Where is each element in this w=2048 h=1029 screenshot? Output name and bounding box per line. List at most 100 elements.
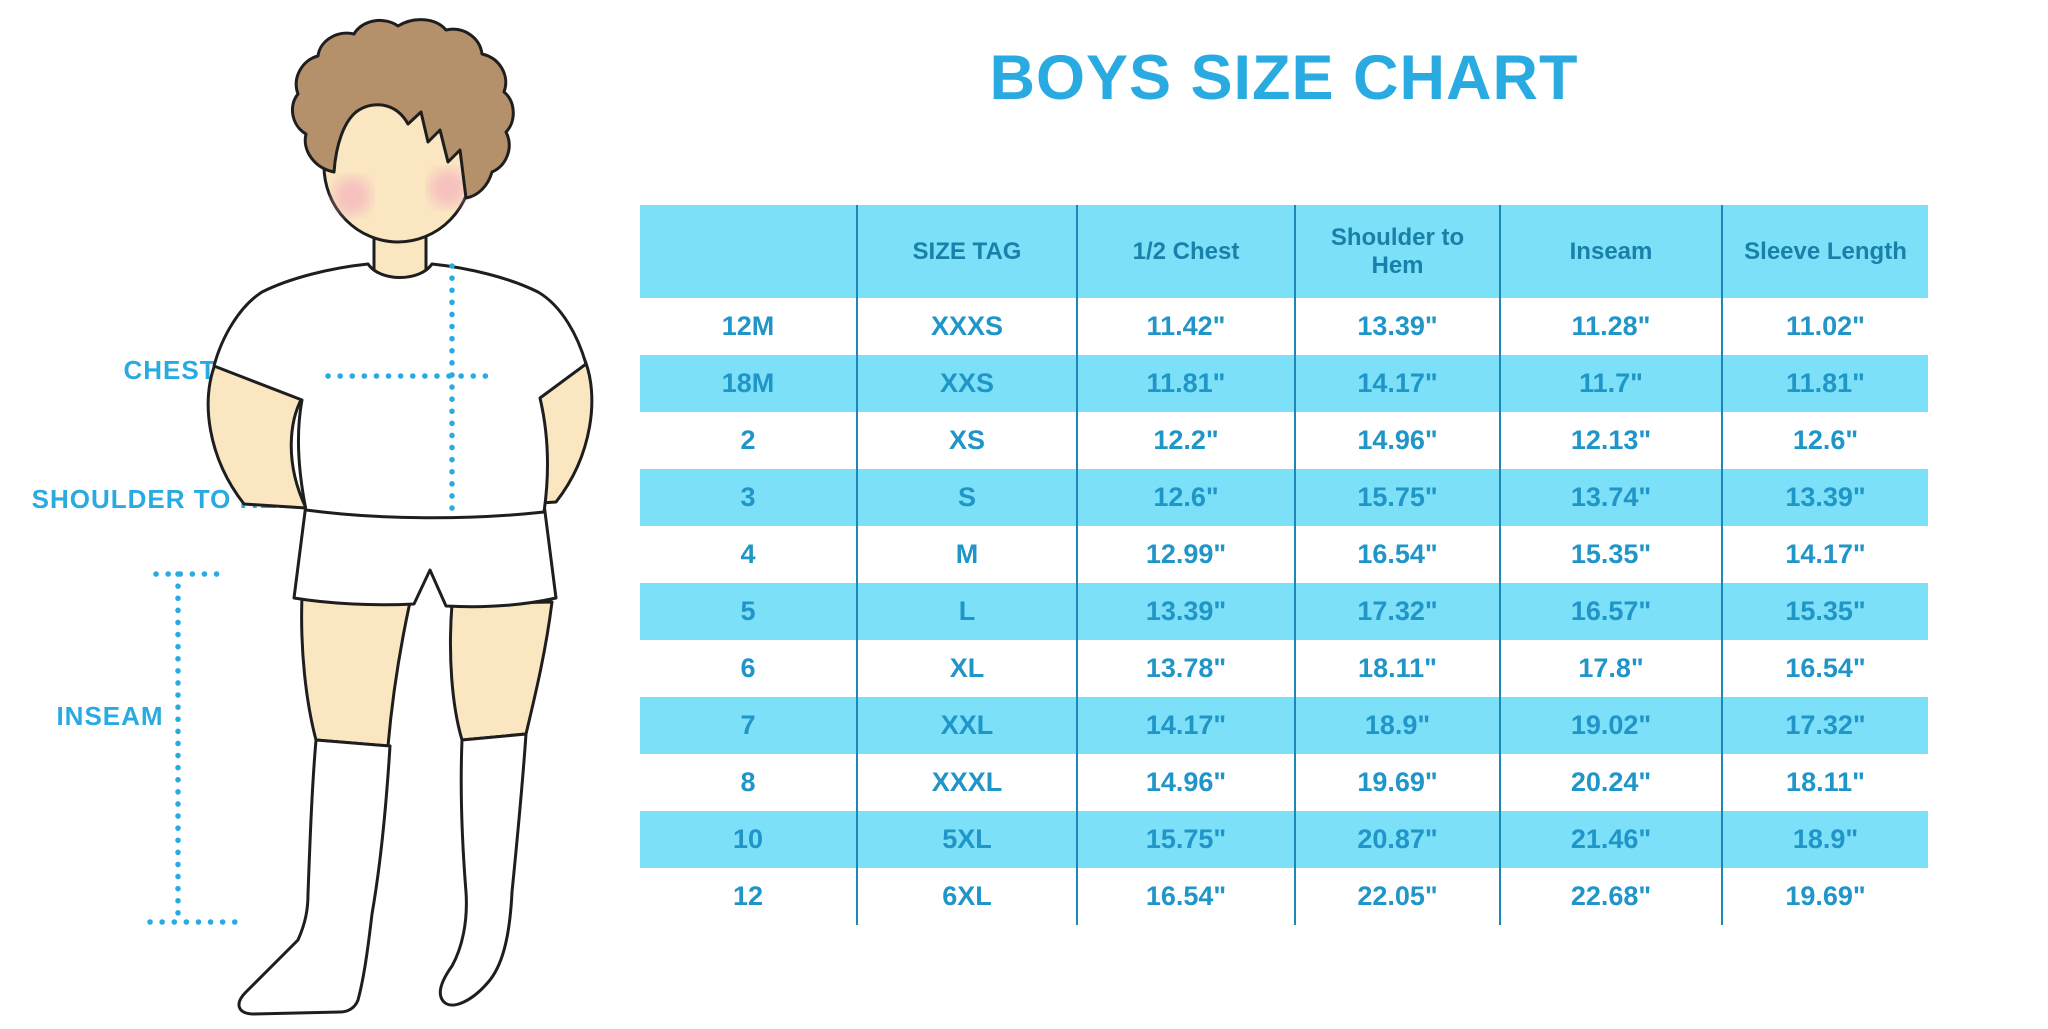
boy-hair [290, 18, 515, 200]
table-cell: XXS [858, 355, 1078, 412]
boy-shorts [292, 502, 558, 609]
table-row: 6 XL 13.78" 18.11" 17.8" 16.54" [640, 640, 1928, 697]
table-cell: 21.46" [1501, 811, 1723, 868]
boy-tshirt [212, 262, 588, 520]
table-cell: S [858, 469, 1078, 526]
table-cell: 16.57" [1501, 583, 1723, 640]
table-row: 12M XXXS 11.42" 13.39" 11.28" 11.02" [640, 298, 1928, 355]
table-cell: 22.68" [1501, 868, 1723, 925]
boy-left-cheek [333, 177, 371, 215]
column-header: Sleeve Length [1744, 237, 1907, 265]
size-cell: 4 [640, 526, 858, 583]
table-cell: 19.02" [1501, 697, 1723, 754]
size-cell: 12 [640, 868, 858, 925]
table-cell: 12.6" [1078, 469, 1296, 526]
table-cell: 13.39" [1785, 482, 1866, 512]
boy-right-cheek [429, 169, 467, 207]
table-row: 5 L 13.39" 17.32" 16.57" 15.35" [640, 583, 1928, 640]
size-table: SIZE TAG 1/2 Chest Shoulder to Hem Inseam Sl… [640, 205, 1928, 925]
table-cell: 16.54" [1078, 868, 1296, 925]
table-cell: 11.81" [1078, 355, 1296, 412]
table-cell: 17.8" [1501, 640, 1723, 697]
table-cell: 15.75" [1078, 811, 1296, 868]
table-cell: XXXL [858, 754, 1078, 811]
table-cell: M [858, 526, 1078, 583]
table-cell: XS [858, 412, 1078, 469]
column-header: SIZE TAG [858, 205, 1078, 298]
table-row: 8 XXXL 14.96" 19.69" 20.24" 18.11" [640, 754, 1928, 811]
table-cell: 12.13" [1501, 412, 1723, 469]
size-cell: 18M [640, 355, 858, 412]
table-row: 7 XXL 14.17" 18.9" 19.02" 17.32" [640, 697, 1928, 754]
boy-right-leg [448, 600, 554, 742]
column-header: Shoulder to Hem [1296, 205, 1501, 298]
table-cell: 14.96" [1296, 412, 1501, 469]
table-cell: XXL [858, 697, 1078, 754]
table-cell: 11.02" [1786, 311, 1865, 341]
table-cell: L [858, 583, 1078, 640]
table-cell: 13.78" [1078, 640, 1296, 697]
table-cell: 13.39" [1078, 583, 1296, 640]
table-row: 2 XS 12.2" 14.96" 12.13" 12.6" [640, 412, 1928, 469]
table-cell: 11.42" [1078, 298, 1296, 355]
table-cell: 6XL [858, 868, 1078, 925]
table-cell: 17.32" [1296, 583, 1501, 640]
table-cell: 11.28" [1501, 298, 1723, 355]
table-cell: 14.96" [1078, 754, 1296, 811]
table-cell: 14.17" [1078, 697, 1296, 754]
table-row: 12 6XL 16.54" 22.05" 22.68" 19.69" [640, 868, 1928, 925]
table-cell: 12.99" [1078, 526, 1296, 583]
size-cell: 8 [640, 754, 858, 811]
table-cell: 5XL [858, 811, 1078, 868]
page-title: BOYS SIZE CHART [989, 43, 1579, 113]
chest-label: CHEST [123, 355, 217, 385]
boy-left-leg [300, 594, 412, 748]
table-cell: 15.75" [1296, 469, 1501, 526]
table-cell: 11.81" [1786, 368, 1865, 398]
boy-left-arm [206, 360, 308, 510]
table-row: 4 M 12.99" 16.54" 15.35" 14.17" [640, 526, 1928, 583]
size-cell: 12M [640, 298, 858, 355]
boy-figure-svg [147, 18, 594, 1016]
boy-right-sock [438, 732, 528, 1007]
table-row: 3 S 12.6" 15.75" 13.74" 13.39" [640, 469, 1928, 526]
size-cell: 7 [640, 697, 858, 754]
table-cell: 14.17" [1296, 355, 1501, 412]
size-cell: 6 [640, 640, 858, 697]
table-row: 18M XXS 11.81" 14.17" 11.7" 11.81" [640, 355, 1928, 412]
boy-illustration [0, 0, 640, 1024]
table-cell: 18.11" [1786, 767, 1865, 797]
column-header: Inseam [1501, 205, 1723, 298]
table-cell: 19.69" [1296, 754, 1501, 811]
table-cell: 18.9" [1296, 697, 1501, 754]
table-cell: 14.17" [1785, 539, 1866, 569]
table-cell: 13.39" [1296, 298, 1501, 355]
table-cell: XXXS [858, 298, 1078, 355]
table-cell: 11.7" [1501, 355, 1723, 412]
table-cell: XL [858, 640, 1078, 697]
table-cell: 16.54" [1296, 526, 1501, 583]
table-cell: 20.24" [1501, 754, 1723, 811]
table-cell: 15.35" [1785, 596, 1866, 626]
table-cell: 18.11" [1296, 640, 1501, 697]
size-cell: 5 [640, 583, 858, 640]
table-cell: 18.9" [1792, 824, 1859, 854]
measurement-guides [147, 263, 495, 925]
table-cell: 12.6" [1792, 425, 1859, 455]
boy-left-sock [237, 738, 392, 1016]
table-cell: 12.2" [1078, 412, 1296, 469]
table-row: 10 5XL 15.75" 20.87" 21.46" 18.9" [640, 811, 1928, 868]
size-cell: 3 [640, 469, 858, 526]
table-cell: 13.74" [1501, 469, 1723, 526]
table-cell: 20.87" [1296, 811, 1501, 868]
size-cell: 2 [640, 412, 858, 469]
table-cell: 17.32" [1785, 710, 1866, 740]
table-cell: 16.54" [1785, 653, 1866, 683]
table-header-row: SIZE TAG 1/2 Chest Shoulder to Hem Inseam Sl… [640, 205, 1928, 298]
table-cell: 22.05" [1296, 868, 1501, 925]
column-header: 1/2 Chest [1078, 205, 1296, 298]
table-cell: 19.69" [1785, 881, 1866, 911]
size-cell: 10 [640, 811, 858, 868]
column-header-blank [640, 205, 858, 298]
